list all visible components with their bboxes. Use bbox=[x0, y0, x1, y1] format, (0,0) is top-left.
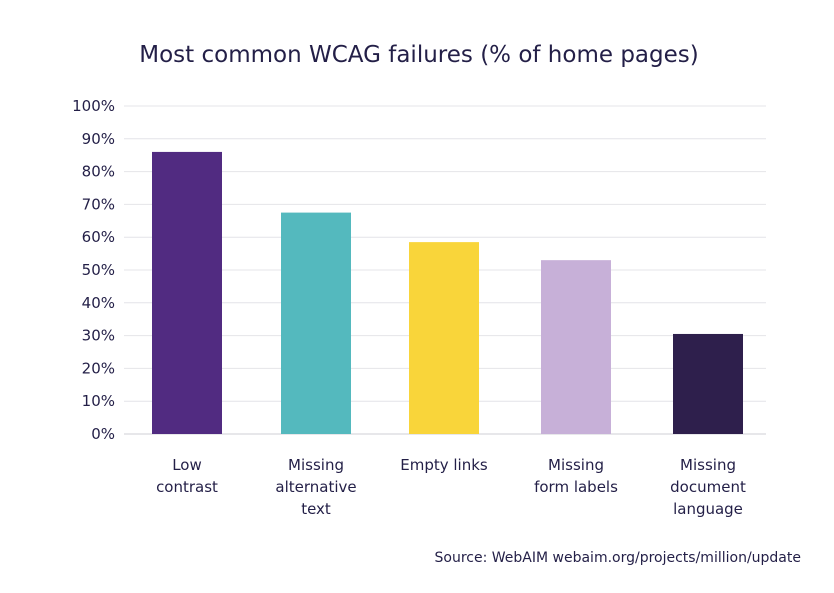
category-label-line: alternative bbox=[275, 478, 356, 496]
y-tick-label: 90% bbox=[82, 130, 115, 148]
category-label-line: text bbox=[301, 500, 331, 518]
chart-title: Most common WCAG failures (% of home pag… bbox=[139, 42, 698, 68]
category-label-line: Low bbox=[172, 456, 202, 474]
y-tick-label: 80% bbox=[82, 163, 115, 181]
y-axis-ticks: 0% 10% 20% 30% 40% 50% 60% 70% 80% 90% 100% bbox=[72, 97, 115, 443]
y-tick-label: 50% bbox=[82, 261, 115, 279]
y-tick-label: 0% bbox=[91, 425, 115, 443]
category-label-line: form labels bbox=[534, 478, 618, 496]
y-tick-label: 60% bbox=[82, 228, 115, 246]
bars bbox=[152, 151, 743, 435]
category-label: Empty links bbox=[400, 456, 488, 474]
category-label-line: contrast bbox=[156, 478, 218, 496]
category-label: Missing form labels bbox=[534, 456, 618, 496]
category-label: Missing document language bbox=[670, 456, 746, 518]
bar bbox=[673, 333, 743, 434]
bar bbox=[152, 151, 222, 435]
category-label-line: Missing bbox=[548, 456, 604, 474]
y-tick-label: 40% bbox=[82, 294, 115, 312]
y-tick-label: 100% bbox=[72, 97, 115, 115]
source-note: Source: WebAIM webaim.org/projects/milli… bbox=[435, 550, 801, 566]
bar bbox=[409, 242, 479, 434]
category-label-line: document bbox=[670, 478, 746, 496]
bar bbox=[281, 212, 351, 434]
y-tick-label: 70% bbox=[82, 195, 115, 213]
category-label-line: Missing bbox=[680, 456, 736, 474]
category-label-line: language bbox=[673, 500, 743, 518]
category-label: Missing alternative text bbox=[275, 456, 356, 518]
y-tick-label: 20% bbox=[82, 359, 115, 377]
category-label-line: Empty links bbox=[400, 456, 488, 474]
bar bbox=[541, 260, 611, 434]
y-tick-label: 30% bbox=[82, 327, 115, 345]
category-label-line: Missing bbox=[288, 456, 344, 474]
category-label: Low contrast bbox=[156, 456, 218, 496]
x-axis-categories: Low contrast Missing alternative text Empty l… bbox=[156, 456, 746, 518]
y-tick-label: 10% bbox=[82, 392, 115, 410]
